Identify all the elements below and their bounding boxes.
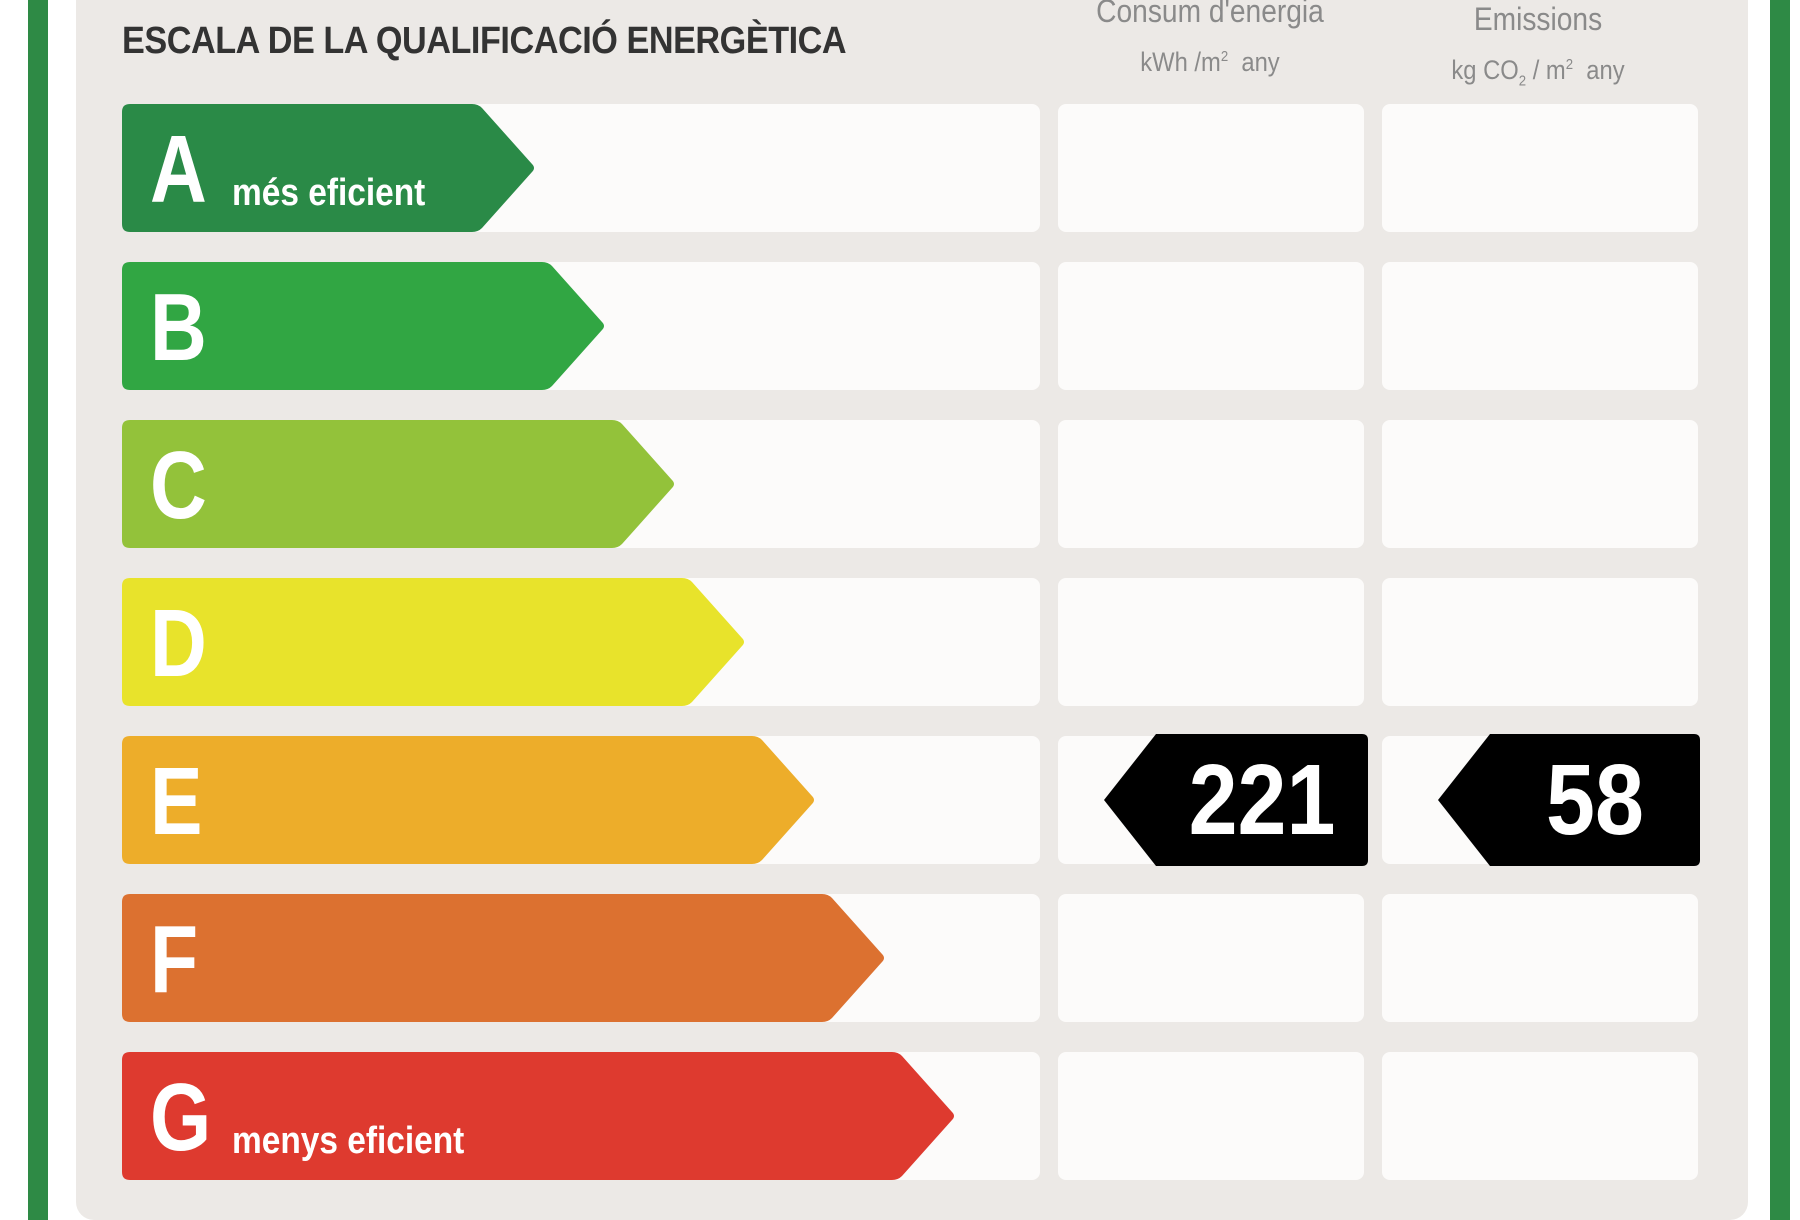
rating-arrow-g xyxy=(122,1052,956,1180)
emissions-cell-d xyxy=(1382,578,1698,706)
energy-column-unit: kWh /m2 any xyxy=(1140,47,1280,77)
rating-arrow-e xyxy=(122,736,816,864)
emissions-cell-f xyxy=(1382,894,1698,1022)
energy-cell-b xyxy=(1058,262,1364,390)
rating-letter-a: A xyxy=(150,116,207,223)
energy-cell-c xyxy=(1058,420,1364,548)
rating-arrow-c xyxy=(122,420,676,548)
energy-cell-g xyxy=(1058,1052,1364,1180)
rating-letter-g: G xyxy=(150,1064,212,1171)
rating-arrow-shape-a xyxy=(122,104,534,232)
scale-title: ESCALA DE LA QUALIFICACIÓ ENERGÈTICA xyxy=(122,20,847,62)
emissions-indicator-value: 58 xyxy=(1546,744,1644,856)
rating-arrow-d xyxy=(122,578,746,706)
rating-letter-b: B xyxy=(150,274,207,381)
rating-letter-c: C xyxy=(150,432,207,539)
emissions-cell-c xyxy=(1382,420,1698,548)
emissions-cell-a xyxy=(1382,104,1698,232)
rating-letter-f: F xyxy=(150,906,199,1013)
energy-indicator-value: 221 xyxy=(1188,744,1336,856)
rating-letter-e: E xyxy=(150,748,203,855)
emissions-column-unit: kg CO2 / m2 any xyxy=(1451,55,1625,90)
rating-arrow-shape-g xyxy=(122,1052,954,1180)
energy-cell-a xyxy=(1058,104,1364,232)
rating-arrow-shape-e xyxy=(122,736,814,864)
rating-arrow-b xyxy=(122,262,606,390)
emissions-cell-g xyxy=(1382,1052,1698,1180)
rating-arrow-shape-d xyxy=(122,578,744,706)
emissions-column-label: Emissions xyxy=(1473,1,1603,37)
energy-cell-f xyxy=(1058,894,1364,1022)
emissions-indicator-shape xyxy=(1438,734,1700,866)
rating-sublabel-a: més eficient xyxy=(232,172,426,214)
emissions-cell-b xyxy=(1382,262,1698,390)
emissions-indicator: 58 xyxy=(1438,734,1700,866)
rating-arrow-a xyxy=(122,104,536,232)
emissions-column-header: Emissions kg CO2 / m2 any xyxy=(1406,0,1670,98)
rating-arrow-f xyxy=(122,894,886,1022)
energy-indicator: 221 xyxy=(1104,734,1368,866)
rating-arrow-shape-c xyxy=(122,420,674,548)
rating-arrow-shape-f xyxy=(122,894,884,1022)
energy-column-header: Consum d'energia kWh /m2 any xyxy=(1078,0,1342,79)
rating-letter-d: D xyxy=(150,590,207,697)
energy-indicator-shape xyxy=(1104,734,1368,866)
energy-column-label: Consum d'energia xyxy=(1096,0,1324,29)
energy-cell-d xyxy=(1058,578,1364,706)
rating-sublabel-g: menys eficient xyxy=(232,1120,465,1162)
rating-arrow-shape-b xyxy=(122,262,604,390)
